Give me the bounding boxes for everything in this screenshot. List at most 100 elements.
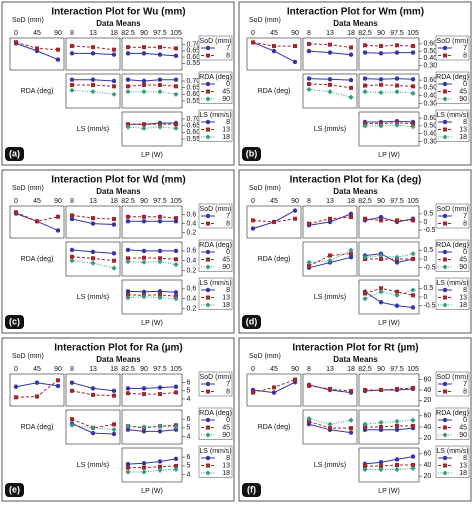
legend-label: 18 <box>222 470 230 477</box>
marker <box>158 45 162 50</box>
marker <box>158 292 162 297</box>
marker <box>410 305 416 310</box>
marker <box>348 52 354 57</box>
series-line <box>364 419 414 425</box>
marker <box>363 388 367 392</box>
marker <box>272 385 276 390</box>
marker <box>293 44 297 49</box>
legend-marker <box>206 389 210 394</box>
x-tick-label: 82.5 <box>121 198 135 205</box>
marker <box>395 463 399 467</box>
marker <box>411 385 415 390</box>
legend-label: 0 <box>226 249 230 256</box>
legend-label: 18 <box>459 134 467 141</box>
marker <box>125 289 131 294</box>
marker <box>126 292 130 297</box>
cell-frame <box>358 73 420 109</box>
marker <box>411 293 415 298</box>
marker <box>348 94 354 100</box>
legend-marker <box>442 134 448 140</box>
x-tick-label: 8 <box>70 30 74 37</box>
y-tick-label: 0.50 <box>424 85 438 92</box>
marker <box>35 46 39 51</box>
marker <box>394 427 400 432</box>
x-tick-label: 90 <box>377 366 385 373</box>
marker <box>125 219 131 224</box>
cell-frame <box>358 37 420 71</box>
marker <box>271 48 277 54</box>
x-tick-label: 97.5 <box>390 366 404 373</box>
marker <box>378 123 384 129</box>
marker <box>141 219 147 224</box>
marker <box>411 218 415 223</box>
cell-frame <box>121 241 183 277</box>
marker <box>395 423 399 428</box>
marker <box>327 421 333 427</box>
y-tick-label: 0 <box>424 294 428 301</box>
marker <box>293 216 297 221</box>
marker <box>379 218 383 223</box>
legend-marker <box>442 45 448 51</box>
legend-marker <box>205 470 211 476</box>
legend-box <box>435 109 470 142</box>
factor-label: RDA (deg) <box>258 424 291 431</box>
y-tick-label: 0.65 <box>187 85 201 92</box>
marker <box>70 417 74 422</box>
legend-title: SoD (mm) <box>200 374 232 381</box>
y-tick-label: 0.60 <box>424 115 438 122</box>
marker <box>157 467 163 473</box>
marker <box>125 89 131 95</box>
marker <box>410 77 416 82</box>
marker <box>363 43 367 48</box>
legend-label: 8 <box>226 119 230 126</box>
series-line <box>127 458 177 465</box>
legend-marker <box>443 295 447 300</box>
factor-label: LS (mm/s) <box>77 462 109 469</box>
marker <box>157 459 163 464</box>
legend-marker <box>205 249 211 255</box>
y-tick-label: 0.2 <box>187 267 197 274</box>
marker <box>111 251 117 256</box>
series-line <box>127 126 177 129</box>
x-tick-label: 90 <box>140 366 148 373</box>
marker <box>70 254 74 259</box>
marker <box>126 84 130 89</box>
marker <box>69 51 75 56</box>
x-tick-label: 18 <box>110 366 118 373</box>
marker <box>69 380 75 385</box>
marker <box>306 259 312 266</box>
legend-box <box>435 407 470 440</box>
marker <box>394 260 400 265</box>
marker <box>349 251 353 256</box>
legend-label: 13 <box>459 294 467 301</box>
marker <box>157 423 163 429</box>
y-tick-label: 0 <box>424 256 428 263</box>
x-tick-label: 18 <box>110 30 118 37</box>
series-line <box>365 124 414 128</box>
marker <box>410 287 416 293</box>
legend-label: 90 <box>222 264 230 271</box>
factor-label: RDA (deg) <box>258 88 291 95</box>
marker <box>158 256 162 261</box>
series-line <box>364 253 414 264</box>
marker <box>157 89 163 95</box>
marker <box>411 44 415 49</box>
legend-box <box>198 407 233 440</box>
series-line <box>365 120 414 123</box>
series-line <box>365 464 413 467</box>
series-line <box>365 387 414 391</box>
legend-title: SoD (mm) <box>437 374 469 381</box>
y-tick-label: 4 <box>187 471 191 478</box>
marker <box>394 89 400 95</box>
factor-label: RDA (deg) <box>21 424 54 431</box>
factor-label: SoD (mm) <box>12 185 44 192</box>
marker <box>157 219 163 224</box>
marker <box>141 386 147 391</box>
series-line <box>308 88 352 98</box>
marker <box>328 386 332 391</box>
y-tick-label: 0.6 <box>187 248 197 255</box>
legend-marker <box>206 53 210 58</box>
panel-title: Interaction Plot for Wm (mm) <box>287 7 424 18</box>
legend-label: 45 <box>222 88 230 95</box>
panel: Interaction Plot for Ka (deg)Data Means S… <box>238 169 472 334</box>
